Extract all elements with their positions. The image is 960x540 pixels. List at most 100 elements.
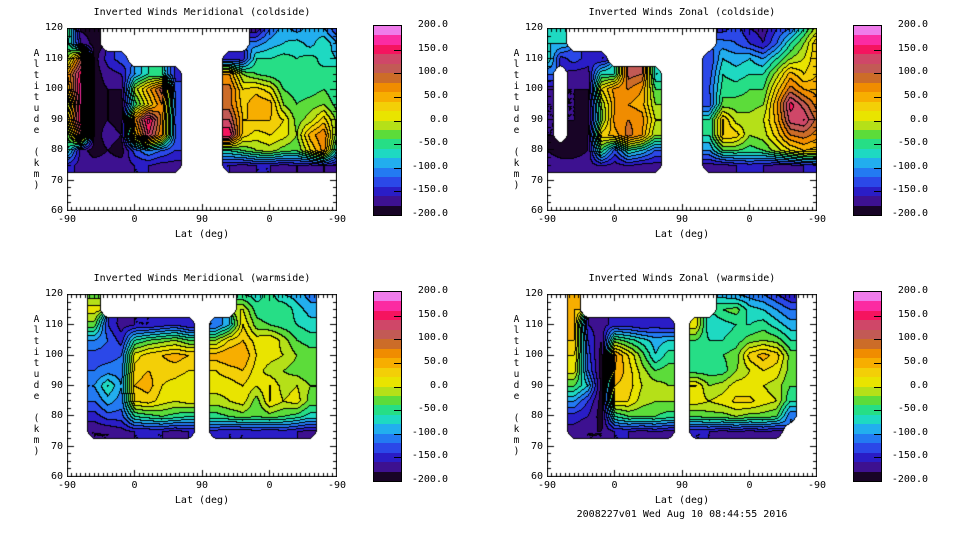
colorbar-stripe [374,73,401,83]
colorbar-stripe [854,405,881,415]
colorbar-tick [874,410,881,411]
colorbar-stripe [854,339,881,349]
colorbar-stripe [854,44,881,55]
colorbar-stripe [854,462,881,472]
y-tick-label: 110 [524,52,543,64]
x-tick-label: 90 [675,214,689,225]
colorbar-stripe [854,301,881,311]
colorbar-tick [394,316,401,317]
colorbar-stripe [854,120,881,130]
colorbar-tick-label: 200.0 [897,285,928,296]
colorbar-stripe [374,310,401,321]
x-tick-label: -90 [807,480,827,491]
colorbar-stripe [854,139,881,149]
colorbar-stripe [374,329,401,340]
colorbar-stripe [374,54,401,64]
colorbar-stripe [374,26,401,36]
colorbar-tick-label: -100.0 [411,426,448,438]
colorbar-tick-label: -100.0 [891,426,928,438]
colorbar-tick-label: -150.0 [891,184,928,196]
colorbar-stripe [854,26,881,36]
y-axis-label: A l t i t u d e ( k m ) [513,48,520,191]
colorbar-stripe [374,92,401,102]
y-tick-label: 120 [44,288,63,299]
colorbar-stripe [374,111,401,121]
colorbar-stripe [374,358,401,368]
colorbar-tick-label: -50.0 [417,137,448,149]
y-tick-label: 90 [50,113,63,125]
colorbar-stripe [854,367,881,378]
colorbar-stripe [854,196,881,206]
x-tick-label: 0 [266,480,273,491]
colorbar-stripe [374,292,401,302]
y-axis-label: A l t i t u d e ( k m ) [513,314,520,457]
colorbar-stripe [374,196,401,206]
y-tick-label: 110 [44,52,63,64]
colorbar-tick [394,168,401,169]
x-tick-label: -90 [807,214,827,225]
colorbar-tick [874,121,881,122]
colorbar-tick-label: -150.0 [891,450,928,462]
colorbar-stripe [854,433,881,444]
x-tick-label: -90 [57,214,77,225]
colorbar-stripe [854,424,881,434]
x-axis-label: Lat (deg) [174,229,230,240]
colorbar-tick-label: 100.0 [897,66,928,78]
panel-title: Inverted Winds Zonal (coldside) [588,7,776,18]
y-tick-label: 80 [50,410,63,421]
colorbar [853,291,882,482]
colorbar-tick-label: -200.0 [411,474,448,485]
colorbar-stripe [374,424,401,434]
x-tick-label: 0 [131,214,138,225]
panel-title: Inverted Winds Zonal (warmside) [588,273,776,284]
y-tick-label: 90 [530,113,543,125]
colorbar-stripe [854,82,881,93]
colorbar-stripe [854,377,881,387]
x-tick-label: -90 [537,480,557,491]
colorbar-tick-label: -50.0 [897,137,928,149]
x-tick-label: -90 [327,480,347,491]
colorbar-stripe [854,158,881,168]
panel-meridional-warmside: Inverted Winds Meridional (warmside) A l… [0,266,480,540]
y-axis-label: A l t i t u d e ( k m ) [33,48,40,191]
contour-plot-canvas [67,294,337,477]
colorbar-tick [874,434,881,435]
y-tick-label: 70 [50,440,63,452]
y-tick-label: 60 [50,205,63,216]
colorbar-tick-label: 100.0 [417,66,448,78]
y-tick-label: 100 [524,349,543,360]
y-axis-label: A l t i t u d e ( k m ) [33,314,40,457]
colorbar-stripe [374,471,401,482]
y-tick-label: 90 [530,379,543,391]
colorbar-stripe [374,177,401,187]
panel-zonal-coldside: Inverted Winds Zonal (coldside) A l t i … [480,0,960,274]
y-tick-label: 60 [530,205,543,216]
colorbar-stripe [854,73,881,83]
colorbar-tick-label: 150.0 [417,42,448,54]
colorbar-tick [874,387,881,388]
colorbar-tick [394,457,401,458]
colorbar-tick [874,97,881,98]
panel-title: Inverted Winds Meridional (warmside) [93,273,311,284]
x-tick-label: 0 [611,480,618,491]
y-tick-label: 120 [44,22,63,33]
y-tick-label: 110 [44,318,63,330]
colorbar-stripe [854,167,881,178]
panel-zonal-warmside: Inverted Winds Zonal (warmside) 2008227v… [480,266,960,540]
y-tick-label: 120 [524,288,543,299]
y-tick-label: 100 [524,83,543,94]
colorbar-stripe [374,443,401,453]
colorbar-stripe [374,433,401,444]
colorbar-stripe [854,348,881,359]
x-axis-label: Lat (deg) [654,495,710,506]
y-tick-label: 70 [530,440,543,452]
contour-plot-canvas [547,28,817,211]
colorbar-stripe [374,452,401,463]
colorbar-stripe [374,348,401,359]
colorbar-stripe [374,139,401,149]
colorbar-stripe [854,358,881,368]
x-tick-label: -90 [537,214,557,225]
colorbar-tick [394,434,401,435]
colorbar-stripe [374,395,401,406]
colorbar-stripe [374,186,401,197]
